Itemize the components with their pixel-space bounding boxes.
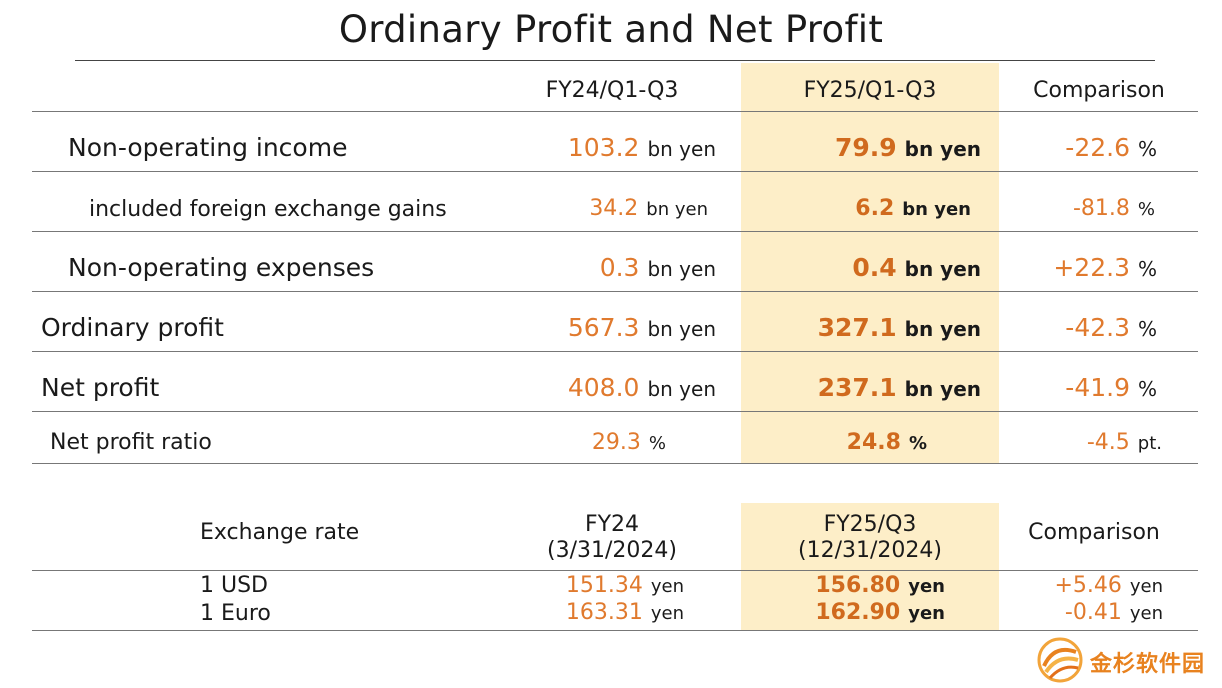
fy25-value: 327.1 bn yen bbox=[817, 313, 981, 342]
fy25-rate: 162.90 yen bbox=[815, 600, 945, 625]
comparison-value: -22.6% bbox=[1065, 133, 1157, 162]
row-divider bbox=[32, 291, 1198, 292]
fy25-exchange-highlight bbox=[741, 503, 999, 631]
comparison-value: -41.9% bbox=[1065, 373, 1157, 402]
row-divider bbox=[32, 171, 1198, 172]
fy24-rate: 151.34 yen bbox=[565, 573, 684, 598]
comparison-value: -42.3% bbox=[1065, 313, 1157, 342]
row-label-net-profit-ratio: Net profit ratio bbox=[50, 430, 212, 455]
header-fy25-exchange: FY25/Q3 (12/31/2024) bbox=[798, 512, 942, 563]
swirl-logo-icon bbox=[1037, 637, 1083, 683]
comparison-value: -4.5 pt. bbox=[1086, 430, 1162, 455]
comparison-rate: +5.46 yen bbox=[1054, 573, 1163, 598]
page-title: Ordinary Profit and Net Profit bbox=[338, 8, 884, 51]
row-label-net-profit: Net profit bbox=[41, 373, 160, 402]
fy25-value: 0.4 bn yen bbox=[852, 253, 981, 282]
row-divider bbox=[32, 231, 1198, 232]
exchange-table-bottom-rule bbox=[32, 630, 1198, 631]
watermark-logo: 金杉软件园 bbox=[1034, 636, 1214, 684]
header-fy25: FY25/Q1-Q3 bbox=[803, 78, 937, 103]
fy24-value: 567.3 bn yen bbox=[567, 313, 716, 342]
exchange-rate-header: Exchange rate bbox=[200, 520, 360, 545]
fy25-rate: 156.80 yen bbox=[815, 573, 945, 598]
table-bottom-rule bbox=[32, 463, 1198, 464]
header-fy24-exchange: FY24 (3/31/2024) bbox=[547, 512, 677, 563]
comparison-rate: -0.41 yen bbox=[1064, 600, 1163, 625]
header-comparison-exchange: Comparison bbox=[1028, 520, 1160, 545]
fy25-column-highlight bbox=[741, 63, 999, 463]
row-label-euro: 1 Euro bbox=[200, 601, 271, 626]
comparison-value: +22.3% bbox=[1053, 253, 1157, 282]
header-comparison: Comparison bbox=[1033, 78, 1165, 103]
fy25-value: 6.2 bn yen bbox=[855, 196, 971, 221]
fy25-value: 79.9 bn yen bbox=[834, 133, 981, 162]
watermark-text: 金杉软件园 bbox=[1090, 652, 1206, 677]
fy24-value: 34.2 bn yen bbox=[589, 196, 708, 221]
row-divider bbox=[32, 411, 1198, 412]
fy24-value: 29.3% bbox=[591, 430, 666, 455]
fy25-value: 237.1 bn yen bbox=[817, 373, 981, 402]
fy25-value: 24.8% bbox=[846, 430, 927, 455]
row-label-ordinary-profit: Ordinary profit bbox=[41, 313, 224, 342]
fy24-rate: 163.31 yen bbox=[565, 600, 684, 625]
row-label-non-operating-income: Non-operating income bbox=[68, 133, 348, 162]
row-divider bbox=[32, 351, 1198, 352]
row-label-usd: 1 USD bbox=[200, 573, 268, 598]
fy24-value: 0.3 bn yen bbox=[599, 253, 716, 282]
title-divider bbox=[75, 60, 1155, 61]
row-label-non-operating-expenses: Non-operating expenses bbox=[68, 253, 375, 282]
comparison-value: -81.8% bbox=[1072, 196, 1155, 221]
exchange-header-divider bbox=[32, 570, 1198, 571]
row-label-fx-gains: included foreign exchange gains bbox=[89, 197, 447, 222]
fy24-value: 103.2 bn yen bbox=[567, 133, 716, 162]
header-fy24: FY24/Q1-Q3 bbox=[545, 78, 679, 103]
header-divider bbox=[32, 111, 1198, 112]
fy24-value: 408.0 bn yen bbox=[567, 373, 716, 402]
